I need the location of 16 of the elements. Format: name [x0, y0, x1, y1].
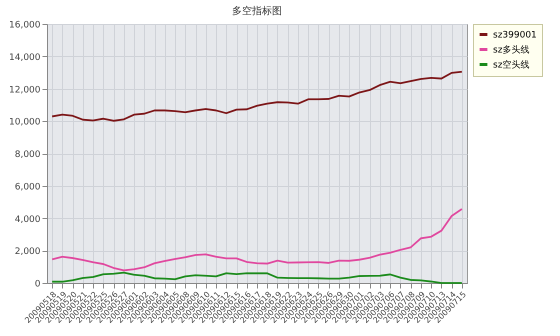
y-tick-label: 10,000: [9, 118, 41, 128]
line-series: [51, 208, 463, 272]
line-series: [51, 70, 463, 122]
y-tick-label: 12,000: [9, 85, 41, 96]
y-tick-label: 8,000: [14, 150, 41, 160]
legend-label: sz多头线: [493, 44, 530, 56]
y-tick-label: 4,000: [14, 214, 41, 225]
y-tick-label: 0: [34, 280, 41, 290]
y-tick-label: 16,000: [9, 20, 41, 30]
y-tick-label: 6,000: [14, 182, 41, 192]
chart-title: 多空指标图: [232, 5, 282, 17]
line-series: [51, 272, 463, 284]
legend-label: sz空头线: [493, 60, 530, 70]
y-tick-label: 14,000: [9, 52, 41, 63]
legend-label: sz399001: [493, 30, 537, 40]
y-tick-label: 2,000: [14, 247, 41, 258]
